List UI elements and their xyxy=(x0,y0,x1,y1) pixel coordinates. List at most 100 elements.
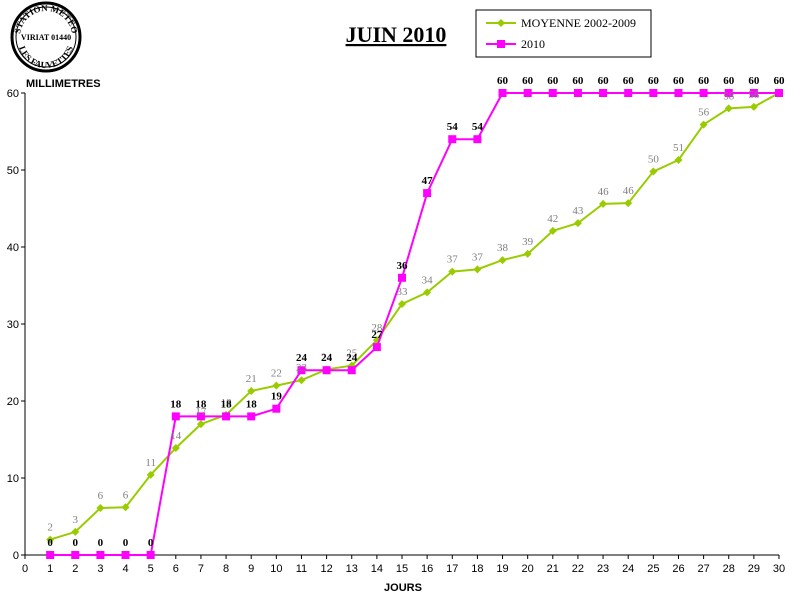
x-tick-label: 23 xyxy=(597,563,609,575)
x-tick-label: 24 xyxy=(622,563,634,575)
data-point-moyenne xyxy=(548,226,557,235)
x-tick-label: 8 xyxy=(223,563,229,575)
data-point-2010 xyxy=(649,89,658,97)
data-label: 60 xyxy=(774,75,786,87)
svg-text:STATION METEO: STATION METEO xyxy=(12,3,80,35)
data-point-2010 xyxy=(121,551,130,559)
y-tick-label: 60 xyxy=(7,88,19,100)
svg-text:LES FAUVETTES: LES FAUVETTES xyxy=(17,45,75,71)
logo-line1: STATION METEO xyxy=(12,3,80,35)
data-label: 23 xyxy=(296,362,308,374)
y-tick-label: 40 xyxy=(7,242,19,254)
data-label: 24 xyxy=(321,351,333,363)
data-label: 46 xyxy=(598,186,610,198)
data-point-moyenne xyxy=(573,219,582,228)
data-label: 33 xyxy=(397,286,409,298)
x-tick-label: 17 xyxy=(446,563,458,575)
data-point-moyenne xyxy=(523,249,532,258)
data-point-2010 xyxy=(674,89,683,97)
data-label: 22 xyxy=(271,368,282,380)
data-point-2010 xyxy=(322,366,331,375)
data-point-moyenne xyxy=(398,299,406,308)
series-moyenne xyxy=(46,89,783,544)
data-label: 18 xyxy=(221,397,233,409)
x-tick-label: 7 xyxy=(198,563,204,575)
y-tick-label: 10 xyxy=(7,473,19,485)
data-label: 6 xyxy=(123,489,129,501)
data-point-moyenne xyxy=(649,167,658,176)
data-point-2010 xyxy=(573,89,582,97)
data-point-moyenne xyxy=(196,420,205,429)
x-tick-label: 6 xyxy=(173,563,179,575)
x-tick-label: 25 xyxy=(647,563,659,575)
data-point-2010 xyxy=(497,40,505,48)
data-label: 37 xyxy=(472,251,484,263)
x-tick-label: 19 xyxy=(496,563,508,575)
data-point-2010 xyxy=(423,189,432,198)
data-label: 0 xyxy=(47,537,53,549)
data-label: 38 xyxy=(497,242,509,254)
data-label: 54 xyxy=(472,121,484,133)
data-point-2010 xyxy=(523,89,532,97)
y-tick-label: 30 xyxy=(7,319,19,331)
x-tick-label: 15 xyxy=(396,563,408,575)
data-label: 18 xyxy=(246,398,258,410)
data-point-moyenne xyxy=(749,102,758,111)
data-point-2010 xyxy=(498,89,507,97)
data-label: 60 xyxy=(673,75,685,87)
x-tick-label: 22 xyxy=(572,563,584,575)
data-label: 17 xyxy=(195,406,207,418)
y-tick-label: 20 xyxy=(7,396,19,408)
data-point-moyenne xyxy=(497,19,505,27)
data-label: 21 xyxy=(246,373,257,385)
data-point-moyenne xyxy=(423,288,432,297)
x-tick-label: 28 xyxy=(723,563,735,575)
data-label: 46 xyxy=(623,185,635,197)
data-label: 19 xyxy=(271,391,283,403)
data-label: 37 xyxy=(447,254,459,266)
data-label: 51 xyxy=(673,142,684,154)
data-point-moyenne xyxy=(71,527,80,536)
x-tick-label: 11 xyxy=(296,563,307,575)
data-label: 25 xyxy=(346,348,358,360)
x-tick-label: 10 xyxy=(270,563,282,575)
y-axis-label: MILLIMETRES xyxy=(26,78,101,90)
data-label: 60 xyxy=(698,75,710,87)
data-point-2010 xyxy=(46,551,55,559)
data-point-2010 xyxy=(699,89,708,97)
series-2010 xyxy=(46,89,783,559)
data-label: 60 xyxy=(748,75,760,87)
data-point-moyenne xyxy=(624,199,633,208)
x-tick-label: 0 xyxy=(22,563,28,575)
data-point-2010 xyxy=(398,273,406,282)
x-axis-label: JOURS xyxy=(384,582,422,594)
data-point-2010 xyxy=(548,89,557,97)
data-point-moyenne xyxy=(96,504,105,513)
data-point-moyenne xyxy=(46,535,55,544)
x-tick-label: 27 xyxy=(697,563,709,575)
data-point-2010 xyxy=(196,412,205,421)
x-tick-label: 1 xyxy=(47,563,53,575)
data-label: 2 xyxy=(47,522,53,534)
data-point-moyenne xyxy=(272,381,281,390)
data-label: 54 xyxy=(447,121,459,133)
legend: MOYENNE 2002-2009 2010 xyxy=(475,9,652,58)
data-point-moyenne xyxy=(146,470,155,479)
data-label: 56 xyxy=(698,107,710,119)
data-label: 18 xyxy=(221,398,233,410)
data-label: 27 xyxy=(371,329,383,341)
data-point-2010 xyxy=(473,135,482,144)
data-point-moyenne xyxy=(297,376,306,385)
data-label: 60 xyxy=(623,75,635,87)
data-label: 0 xyxy=(98,537,104,549)
x-tick-label: 3 xyxy=(97,563,103,575)
data-label: 60 xyxy=(723,75,735,87)
x-ticks: 0 1 2 3 4 5 6 7 8 9 10 11 12 13 14 15 16 17 18 19 20 21 22 23 24… xyxy=(22,555,785,575)
x-tick-label: 5 xyxy=(148,563,154,575)
series-layer xyxy=(46,89,783,559)
data-label: 43 xyxy=(572,205,584,217)
data-point-2010 xyxy=(171,412,180,421)
data-point-moyenne xyxy=(498,256,507,265)
x-tick-label: 20 xyxy=(522,563,534,575)
data-label: 24 xyxy=(346,352,358,364)
